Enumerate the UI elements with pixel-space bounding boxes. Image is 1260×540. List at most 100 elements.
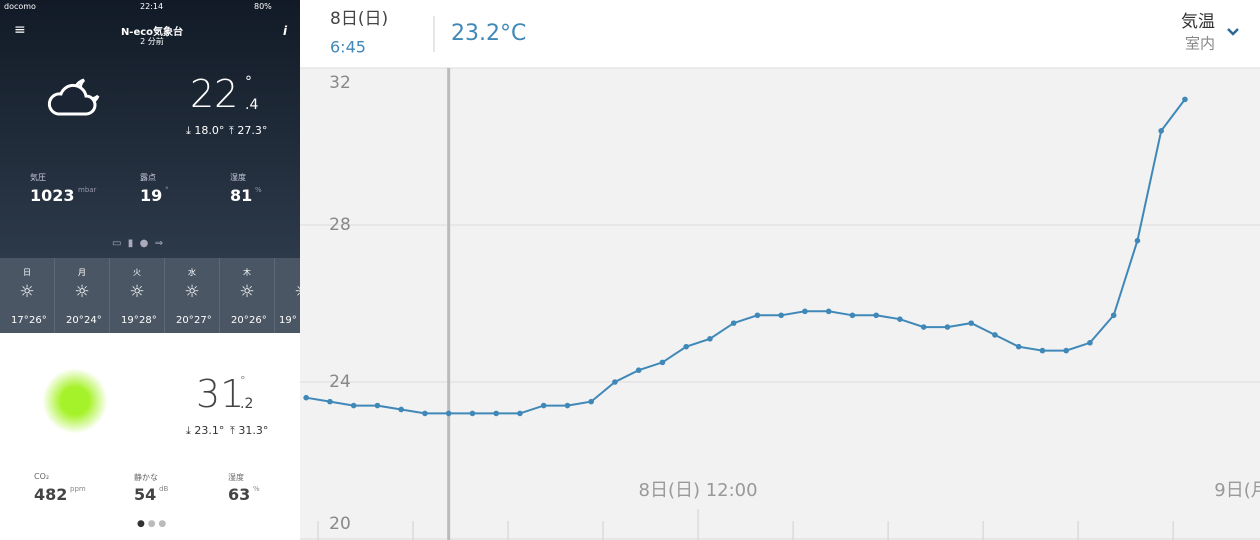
temp-line [306, 98, 1186, 415]
indoor-min: ⤓ 23.1° [186, 424, 225, 437]
info-button[interactable]: i [283, 24, 288, 38]
outdoor-max: ⤒ 27.3° [229, 124, 268, 137]
forecast-day: 月 ☼ 20° 24° [55, 258, 110, 333]
weather-icon: ☼ [239, 282, 255, 302]
data-point [422, 410, 428, 417]
station-name[interactable]: N-eco気象台 [120, 27, 184, 38]
data-point [873, 312, 879, 319]
data-point [920, 324, 927, 330]
data-point [897, 316, 903, 323]
stat-label: 気圧 [30, 173, 46, 182]
air-quality-indicator [42, 368, 108, 434]
stat-label: 露点 [140, 173, 156, 182]
data-point [849, 312, 856, 319]
high-temp: 27° [194, 315, 212, 326]
data-point [992, 332, 998, 338]
outdoor-temp-dec: .4 [245, 97, 259, 113]
low-temp: 20° [66, 315, 84, 326]
header-reading: 23.2°C [451, 21, 526, 46]
stat-value: 482 [34, 485, 68, 504]
data-point [374, 402, 381, 409]
min-value: 23.1° [194, 424, 225, 437]
data-point [1158, 128, 1164, 134]
stat-unit: dB [159, 485, 169, 493]
weather-icon: ☼ [19, 282, 35, 302]
deg: ° [240, 374, 246, 387]
stat-value: 63 [228, 485, 251, 504]
data-point [659, 359, 666, 366]
weather-icon: ☼ [275, 282, 300, 302]
stat-value: 1023 [30, 186, 75, 205]
y-tick-label: 24 [329, 372, 351, 392]
header-date: 8日(日) [330, 9, 388, 29]
stat-label: 静かな [134, 473, 158, 482]
stat-unit: ° [165, 186, 169, 194]
clock: 22:14 [140, 2, 164, 11]
high-temp: 24° [84, 315, 102, 326]
stat-label: CO₂ [34, 472, 50, 481]
deg: ° [245, 74, 252, 90]
battery: 80% [254, 2, 272, 11]
data-point [1063, 347, 1069, 354]
low-temp: 19° [121, 315, 139, 326]
data-point [730, 320, 737, 326]
weather-icon: ☼ [129, 282, 145, 302]
weather-icon: ☼ [184, 282, 200, 302]
stat-label: 湿度 [228, 473, 244, 482]
data-point [588, 398, 594, 405]
y-tick-label: 20 [329, 514, 351, 534]
data-point [754, 312, 761, 319]
updated: 2 分前 [140, 37, 164, 46]
chart-view: 8日(日) 6:45 23.2°C 気温 室内 20 24 28 32 8日(日) 12… [300, 0, 1260, 540]
low-temp: 20° [231, 315, 249, 326]
indoor-temp: 31 [196, 372, 245, 416]
data-point [564, 402, 571, 409]
cloud-moon-icon [47, 78, 100, 116]
high-temp: 26° [29, 315, 47, 326]
high-temp: 26° [249, 315, 267, 326]
y-tick-label: 28 [329, 215, 351, 235]
low-temp: 17° [11, 315, 29, 326]
data-point [445, 410, 452, 417]
data-point [327, 398, 333, 405]
page-dots[interactable]: ● ● ● [137, 519, 167, 529]
stat-unit: % [253, 485, 260, 493]
x-tick-label: 9日(月) 0:00 [1214, 480, 1260, 501]
forecast-day: 日 ☼ 17° 26° [0, 258, 55, 333]
stat-unit: mbar [78, 186, 97, 194]
data-point [469, 410, 476, 417]
data-point [540, 402, 547, 409]
data-point [825, 308, 832, 315]
plot-bg [300, 68, 1260, 540]
forecast-day: ☼ 19° [275, 258, 300, 333]
data-point [303, 394, 309, 401]
outdoor-min: ⤓ 18.0° [186, 124, 225, 137]
stat-value: 19 [140, 186, 163, 205]
data-point [968, 320, 974, 326]
location-selector[interactable]: 室内 [1185, 35, 1215, 53]
data-point [1015, 343, 1022, 350]
indoor-temp-dec: .2 [240, 396, 254, 412]
day-label: 火 [133, 268, 141, 277]
forecast-day: 火 ☼ 19° 28° [110, 258, 165, 333]
data-point [1110, 312, 1117, 319]
indoor-max: ⤒ 31.3° [230, 424, 269, 437]
header-time: 6:45 [330, 38, 366, 57]
low-temp: 20° [176, 315, 194, 326]
day-label: 月 [78, 268, 86, 277]
page-icons: ▭ ▮ ● ⇒ [112, 238, 164, 249]
forecast-strip: 日 ☼ 17° 26° 月 ☼ 20° 24° 火 ☼ 19° 28° 水 ☼ 20° 27° 木 ☼ 20° 26°… [0, 258, 300, 333]
data-point [1039, 347, 1046, 354]
max-value: 27.3° [237, 124, 268, 137]
outdoor-temp: 22 [190, 72, 239, 116]
metric-selector[interactable]: 気温 [1181, 12, 1215, 32]
data-point [350, 402, 357, 409]
outdoor-panel: docomo 22:14 80% ≡ N-eco気象台 2 分前 i 22 ° … [0, 0, 300, 258]
data-point [493, 410, 499, 417]
data-point [1134, 237, 1141, 244]
dropdown-chevron[interactable] [1227, 28, 1239, 36]
low-temp: 19° [279, 315, 297, 326]
carrier: docomo [4, 2, 36, 11]
menu-button[interactable]: ≡ [14, 22, 26, 38]
